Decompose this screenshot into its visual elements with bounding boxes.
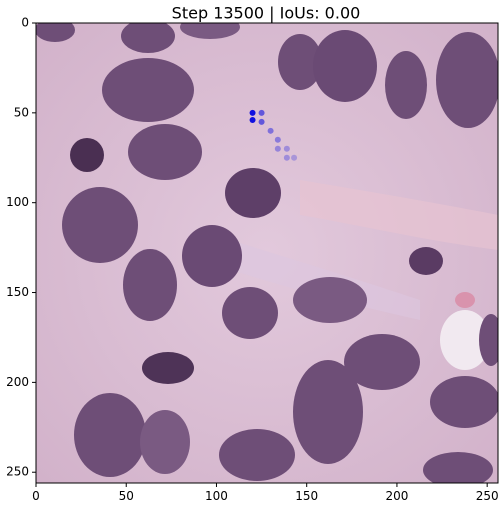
rbc bbox=[455, 292, 475, 308]
scatter-point bbox=[267, 127, 274, 134]
nucleus bbox=[102, 58, 194, 122]
nucleus bbox=[344, 334, 420, 390]
nucleus bbox=[74, 393, 146, 477]
nucleus bbox=[430, 376, 498, 428]
nucleus bbox=[293, 360, 363, 464]
x-tick-label: 50 bbox=[119, 489, 134, 503]
lumen bbox=[440, 310, 490, 370]
y-tick-label: 100 bbox=[6, 195, 29, 209]
nucleus bbox=[385, 51, 427, 119]
scatter-point bbox=[258, 109, 265, 116]
nucleus bbox=[436, 32, 498, 128]
y-tick-label: 150 bbox=[6, 285, 29, 299]
y-axis: 0 50 100 150 200 250 bbox=[6, 16, 36, 479]
nucleus bbox=[423, 452, 493, 483]
x-tick-label: 200 bbox=[385, 489, 408, 503]
x-axis: 0 50 100 150 200 250 bbox=[32, 483, 499, 503]
x-tick-label: 100 bbox=[205, 489, 228, 503]
scatter-point bbox=[283, 154, 290, 161]
tissue-image bbox=[36, 23, 498, 483]
scatter-point bbox=[283, 145, 290, 152]
nucleus bbox=[182, 225, 242, 287]
nucleus bbox=[278, 34, 322, 90]
scatter-point bbox=[274, 145, 281, 152]
nucleus bbox=[313, 30, 377, 102]
nucleus bbox=[70, 138, 104, 172]
scatter-point bbox=[258, 118, 265, 125]
y-tick-label: 200 bbox=[6, 375, 29, 389]
nucleus bbox=[62, 187, 138, 263]
scatter-point bbox=[249, 109, 256, 116]
nucleus bbox=[225, 168, 281, 218]
nucleus bbox=[123, 249, 177, 321]
chart-title: Step 13500 | IoUs: 0.00 bbox=[172, 4, 361, 23]
y-tick-label: 50 bbox=[14, 105, 29, 119]
nucleus bbox=[219, 429, 295, 481]
y-tick-label: 0 bbox=[21, 16, 29, 30]
plot-frame bbox=[35, 22, 499, 484]
x-tick-label: 0 bbox=[32, 489, 40, 503]
scatter-markers bbox=[249, 109, 298, 161]
scatter-point bbox=[274, 136, 281, 143]
x-tick-label: 150 bbox=[295, 489, 318, 503]
stroma-band bbox=[300, 180, 498, 250]
nucleus bbox=[36, 23, 75, 42]
nucleus bbox=[180, 23, 240, 39]
nucleus bbox=[121, 23, 175, 53]
scatter-point bbox=[291, 154, 298, 161]
scatter-point bbox=[249, 117, 256, 124]
nucleus bbox=[293, 277, 367, 323]
nucleus bbox=[409, 247, 443, 275]
nucleus bbox=[140, 410, 190, 474]
nucleus bbox=[479, 314, 498, 366]
y-tick-label: 250 bbox=[6, 465, 29, 479]
nucleus bbox=[142, 352, 194, 384]
nucleus bbox=[128, 124, 202, 180]
x-tick-label: 250 bbox=[476, 489, 499, 503]
nucleus bbox=[222, 287, 278, 339]
